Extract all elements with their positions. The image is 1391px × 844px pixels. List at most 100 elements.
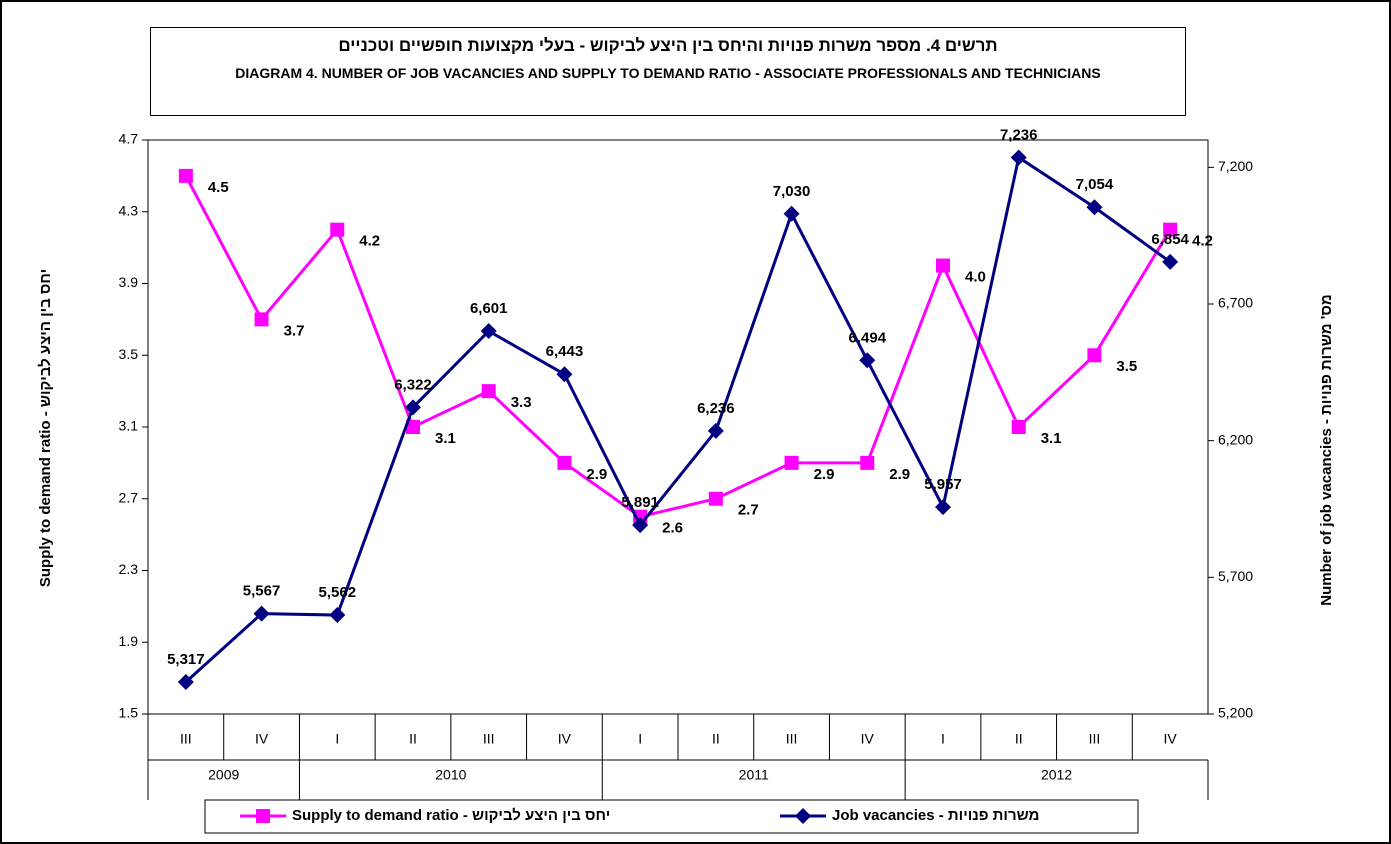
point <box>783 205 800 222</box>
point <box>405 399 421 416</box>
y-tick-label: 4.7 <box>119 131 139 147</box>
data-label: 7,030 <box>773 183 811 200</box>
data-label: 5,957 <box>924 476 962 493</box>
x-tick-label: III <box>180 731 192 747</box>
chart-title: תרשים 4. מספר משרות פנויות והיחס בין היצ… <box>338 36 998 55</box>
y-tick-label: 4.3 <box>119 202 139 218</box>
x-tick-label: III <box>483 731 495 747</box>
y2-tick-label: 5,700 <box>1218 568 1253 584</box>
data-label: 6,322 <box>394 376 432 393</box>
point <box>936 258 950 273</box>
x-tick-label: III <box>786 731 798 747</box>
data-label: 2.9 <box>889 466 910 483</box>
x-tick-label: I <box>941 731 945 747</box>
data-label: 6,601 <box>470 300 508 317</box>
data-label: 4.2 <box>1192 233 1213 250</box>
y-tick-label: 2.3 <box>119 561 139 577</box>
point <box>557 455 572 470</box>
data-label: 5,317 <box>167 651 205 668</box>
x-tick-label: IV <box>861 731 875 747</box>
data-label: 6,236 <box>697 400 735 417</box>
group-label: 2010 <box>435 767 466 783</box>
y-axis-label: Supply to demand ratio - יחס בין היצע לב… <box>37 269 54 587</box>
point <box>406 420 420 434</box>
y2-tick-label: 6,700 <box>1218 295 1253 311</box>
x-tick-label: IV <box>558 731 572 747</box>
y-tick-label: 1.9 <box>119 633 139 649</box>
data-label: 6,854 <box>1151 231 1189 248</box>
point <box>1163 222 1178 237</box>
series-line <box>184 175 1172 519</box>
point <box>178 168 193 183</box>
x-tick-label: I <box>638 731 642 747</box>
y-tick-label: 2.7 <box>119 489 139 505</box>
point <box>330 222 345 237</box>
legend-marker <box>256 809 270 823</box>
x-tick-label: II <box>409 731 417 747</box>
point <box>329 607 346 624</box>
point <box>632 517 649 534</box>
y-tick-label: 3.1 <box>119 418 139 434</box>
group-label: 2012 <box>1041 767 1072 783</box>
data-label: 3.1 <box>435 430 456 447</box>
point <box>1162 253 1179 270</box>
x-tick-label: IV <box>255 731 269 747</box>
data-label: 2.7 <box>738 502 759 519</box>
series-line <box>184 155 1172 684</box>
group-label: 2009 <box>208 767 239 783</box>
data-label: 3.7 <box>284 322 305 339</box>
y2-axis-label: Number of job vacancies - מס' משרות פנוי… <box>1318 294 1335 606</box>
data-label: 5,562 <box>319 584 357 601</box>
legend-box <box>204 799 1139 834</box>
point <box>1011 420 1026 434</box>
point <box>177 674 194 691</box>
point <box>859 352 876 369</box>
point <box>1087 348 1102 363</box>
y2-tick-label: 6,200 <box>1218 431 1253 447</box>
data-label: 4.2 <box>359 233 380 250</box>
data-label: 6,443 <box>546 343 584 360</box>
point <box>254 312 269 327</box>
legend-label: Job vacancies - משרות פנויות <box>832 807 1039 824</box>
legend-label: Supply to demand ratio - יחס בין היצע לב… <box>292 807 610 824</box>
y2-tick-label: 7,200 <box>1218 158 1253 174</box>
data-label: 3.1 <box>1041 430 1062 447</box>
point <box>784 455 799 470</box>
point <box>707 422 724 439</box>
title-box: תרשים 4. מספר משרות פנויות והיחס בין היצ… <box>150 27 1186 116</box>
data-label: 4.5 <box>208 179 229 196</box>
chart-subtitle: DIAGRAM 4. NUMBER OF JOB VACANCIES AND S… <box>235 65 1101 81</box>
data-label: 4.0 <box>965 269 986 286</box>
y2-tick-label: 5,200 <box>1218 705 1253 721</box>
y-tick-label: 1.5 <box>119 705 139 721</box>
y-tick-label: 3.5 <box>119 346 139 362</box>
point <box>481 384 496 399</box>
x-tick-label: IV <box>1164 731 1178 747</box>
data-label: 3.3 <box>511 394 532 411</box>
point <box>1010 149 1027 166</box>
point <box>1086 199 1103 216</box>
point <box>556 366 573 383</box>
legend-marker <box>795 808 811 824</box>
group-label: 2011 <box>739 767 769 783</box>
data-label: 2.6 <box>662 520 683 537</box>
point <box>708 491 723 506</box>
x-tick-label: II <box>1015 731 1023 747</box>
data-label: 5,567 <box>243 583 281 600</box>
y-tick-label: 3.9 <box>119 274 139 290</box>
x-tick-label: II <box>712 731 720 747</box>
point <box>935 499 951 516</box>
data-label: 5,891 <box>621 494 659 511</box>
data-label: 2.9 <box>586 466 607 483</box>
data-label: 2.9 <box>814 466 835 483</box>
data-label: 6,494 <box>849 329 887 346</box>
x-tick-label: I <box>335 731 339 747</box>
data-label: 7,054 <box>1076 176 1114 193</box>
point <box>253 605 270 622</box>
point <box>860 455 875 470</box>
x-tick-label: III <box>1089 731 1101 747</box>
data-label: 7,236 <box>1000 126 1038 143</box>
